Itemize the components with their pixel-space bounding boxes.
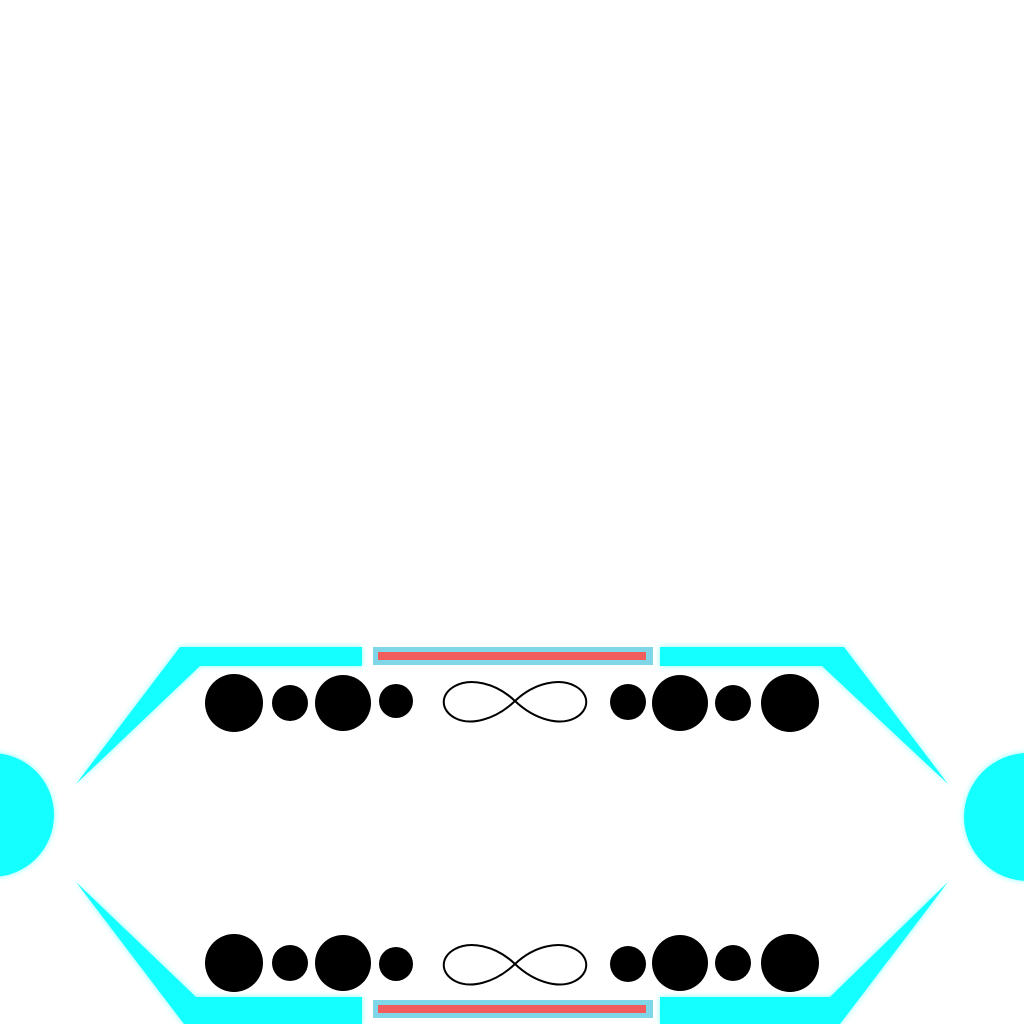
- top-panel: [205, 674, 819, 732]
- bottom-pip-2: [272, 945, 308, 981]
- hud-frame: [76, 647, 948, 1024]
- bottom-pip-3: [315, 935, 371, 991]
- frame-top-right: [660, 647, 948, 784]
- bottom-pip-7: [715, 945, 751, 981]
- bottom-pip-4: [379, 947, 413, 981]
- bottom-pip-5: [610, 946, 646, 982]
- top-energy-bar: [373, 647, 653, 665]
- infinity-icon: [442, 681, 588, 723]
- bottom-pip-1: [205, 934, 263, 992]
- top-pip-8: [761, 674, 819, 732]
- bottom-panel: [205, 934, 819, 992]
- bottom-energy-bar: [373, 1000, 653, 1018]
- infinity-icon: [442, 944, 588, 986]
- top-pip-6: [652, 675, 708, 731]
- frame-top-left: [76, 647, 362, 784]
- bottom-pip-6: [652, 935, 708, 991]
- top-pip-3: [315, 675, 371, 731]
- bottom-pip-8: [761, 934, 819, 992]
- top-pip-7: [715, 685, 751, 721]
- top-pip-1: [205, 674, 263, 732]
- left-side-button[interactable]: [0, 753, 54, 877]
- right-side-button[interactable]: [964, 753, 1024, 881]
- frame-bottom-left: [76, 882, 362, 1024]
- bottom-bar-fill: [378, 1005, 646, 1013]
- top-pip-5: [610, 684, 646, 720]
- top-bar-fill: [378, 652, 646, 660]
- frame-bottom-right: [660, 882, 948, 1024]
- top-pip-2: [272, 685, 308, 721]
- top-pip-4: [379, 684, 413, 718]
